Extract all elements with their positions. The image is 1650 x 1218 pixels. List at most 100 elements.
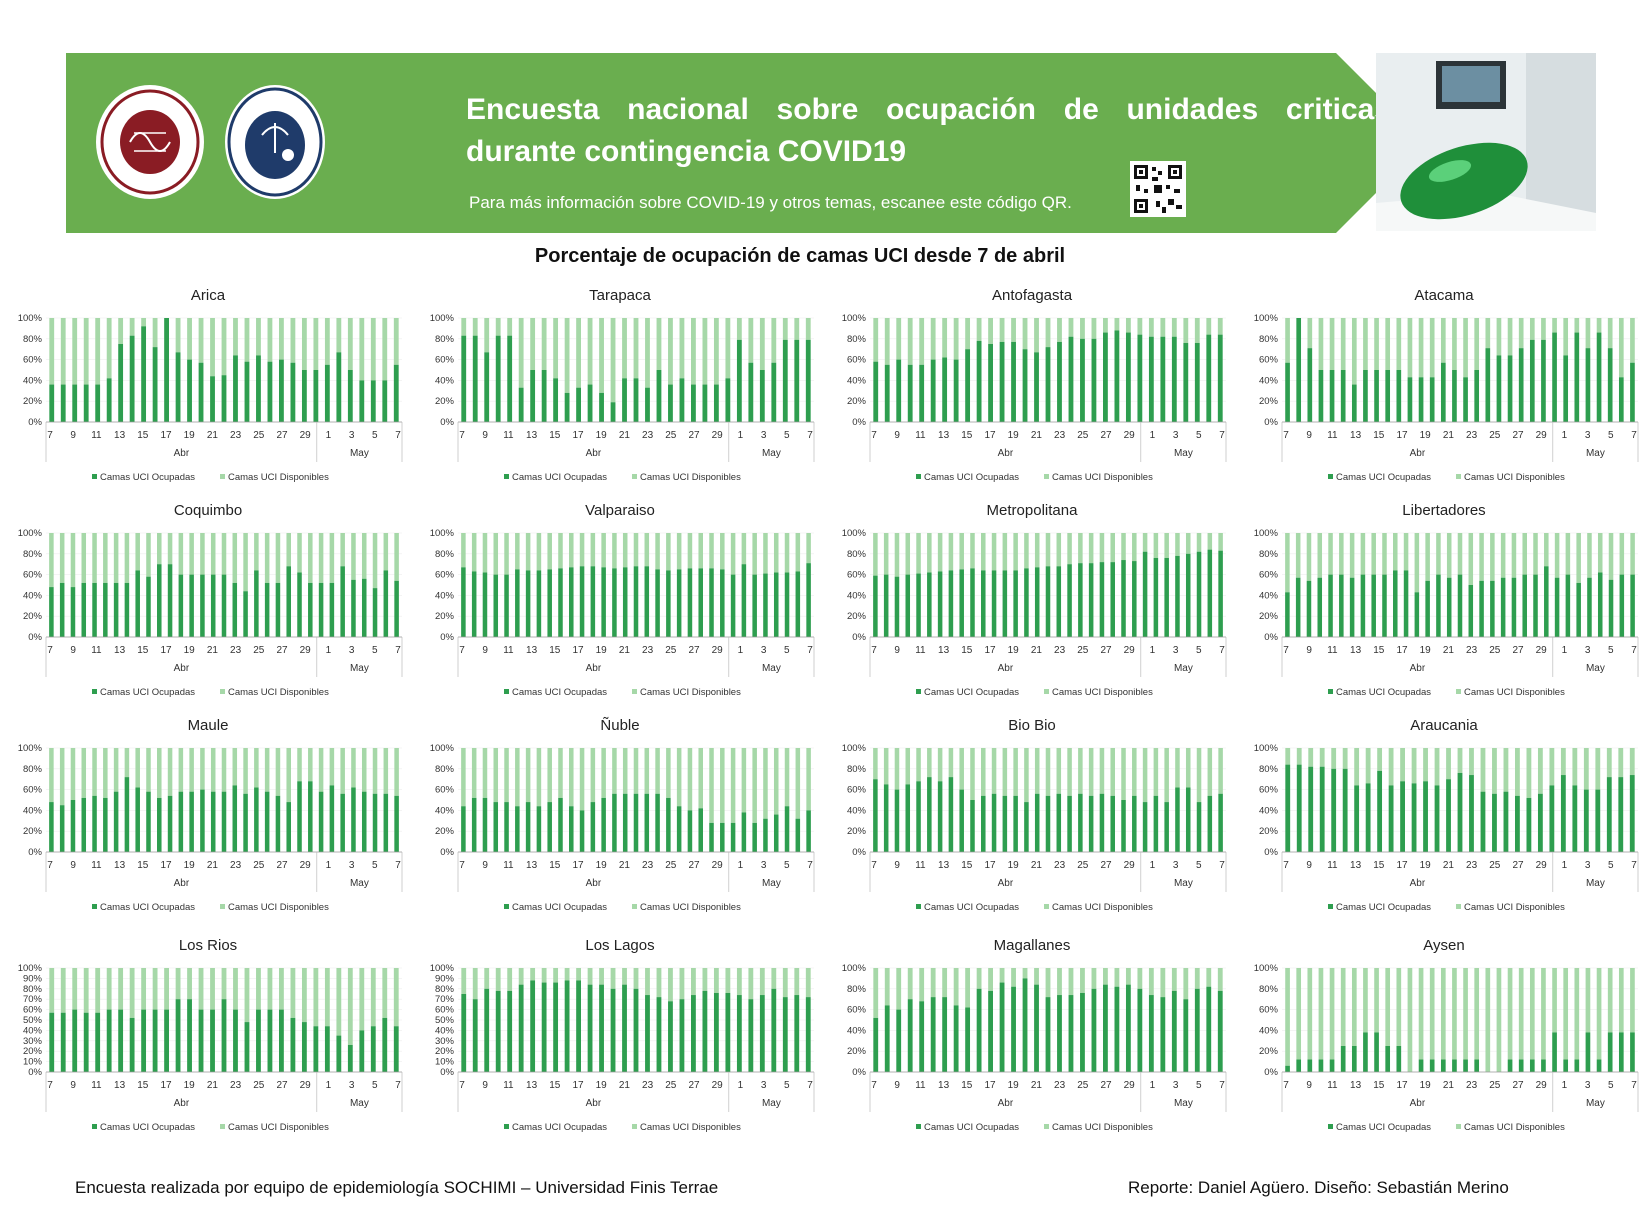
bar-occupied xyxy=(948,777,954,852)
bar-occupied xyxy=(146,576,151,637)
bar-available xyxy=(1296,748,1302,765)
bar-available xyxy=(175,318,181,353)
x-tick-label: 9 xyxy=(894,1080,900,1091)
y-tick-label: 0% xyxy=(28,632,42,643)
x-tick-label: 19 xyxy=(1008,1080,1020,1091)
x-tick-label: 29 xyxy=(712,430,724,441)
bar-available xyxy=(1142,533,1148,552)
bar-available xyxy=(1175,748,1180,788)
bar-available xyxy=(504,748,509,803)
x-tick-label: 29 xyxy=(300,645,312,656)
legend-label: Camas UCI Ocupadas xyxy=(1336,472,1431,483)
bar-available xyxy=(698,748,703,809)
y-tick-label: 40% xyxy=(1259,1025,1279,1036)
bar-occupied xyxy=(1034,352,1039,422)
bar-available xyxy=(553,318,559,379)
bar-available xyxy=(771,968,777,989)
bar-available xyxy=(370,968,376,1027)
legend-label: Camas UCI Disponibles xyxy=(640,687,741,698)
x-tick-label: 9 xyxy=(482,1080,488,1091)
bar-occupied xyxy=(1142,551,1148,637)
x-tick-label: 15 xyxy=(961,645,973,656)
bar-available xyxy=(576,968,581,981)
bar-occupied xyxy=(1056,566,1062,637)
x-tick-label: 5 xyxy=(372,430,378,441)
x-tick-label: 27 xyxy=(1100,430,1112,441)
bar-available xyxy=(970,748,975,800)
bar-occupied xyxy=(530,980,536,1072)
y-tick-label: 60% xyxy=(1259,355,1279,366)
x-tick-label: 17 xyxy=(572,860,584,871)
bar-occupied xyxy=(175,352,181,422)
x-tick-label: 23 xyxy=(1466,645,1478,656)
bar-occupied xyxy=(730,574,736,637)
bar-occupied xyxy=(702,384,708,422)
bar-occupied xyxy=(1446,577,1452,637)
bar-available xyxy=(988,318,993,344)
bar-occupied xyxy=(1103,984,1108,1072)
chart-title: Ñuble xyxy=(600,717,639,734)
y-tick-label: 100% xyxy=(18,528,43,539)
bar-available xyxy=(103,533,108,583)
bar-occupied xyxy=(264,582,270,637)
x-tick-label: 17 xyxy=(160,430,172,441)
month-label: May xyxy=(762,663,781,674)
bar-occupied xyxy=(1630,1032,1635,1072)
bar-available xyxy=(748,968,754,1000)
bar-available xyxy=(590,533,596,567)
bar-occupied xyxy=(1034,793,1040,852)
bar-available xyxy=(81,748,87,798)
bar-occupied xyxy=(927,777,932,852)
bar-available xyxy=(1522,533,1527,575)
bar-available xyxy=(118,318,124,344)
month-label: Abr xyxy=(174,663,190,674)
bar-occupied xyxy=(1171,990,1177,1072)
bar-available xyxy=(601,748,606,798)
x-tick-label: 1 xyxy=(326,860,332,871)
bar-available xyxy=(1342,748,1348,769)
bar-available xyxy=(883,748,889,785)
bar-available xyxy=(1492,748,1497,794)
bar-available xyxy=(1574,318,1580,333)
bar-available xyxy=(329,533,335,583)
bar-available xyxy=(873,533,878,576)
bar-occupied xyxy=(507,335,513,422)
x-tick-label: 7 xyxy=(807,1080,813,1091)
x-tick-label: 7 xyxy=(807,645,813,656)
bar-available xyxy=(1440,968,1446,1060)
bar-available xyxy=(157,748,162,798)
bar-occupied xyxy=(324,364,330,422)
legend-label: Camas UCI Disponibles xyxy=(1052,902,1153,913)
bar-available xyxy=(233,968,238,1010)
x-tick-label: 9 xyxy=(894,645,900,656)
bar-available xyxy=(569,748,574,807)
bar-occupied xyxy=(1307,1059,1313,1072)
bar-occupied xyxy=(633,793,639,852)
x-tick-label: 7 xyxy=(1219,1080,1225,1091)
bar-available xyxy=(709,748,714,823)
x-tick-label: 13 xyxy=(114,1080,126,1091)
bar-occupied xyxy=(308,582,313,637)
bar-occupied xyxy=(709,568,714,637)
y-tick-label: 0% xyxy=(440,417,454,428)
y-tick-label: 20% xyxy=(23,611,43,622)
bar-available xyxy=(1285,318,1290,363)
bar-available xyxy=(103,748,108,798)
bar-occupied xyxy=(1328,574,1333,637)
x-tick-label: 7 xyxy=(871,645,877,656)
bar-occupied xyxy=(313,1026,319,1072)
qr-code[interactable] xyxy=(1130,161,1186,217)
bar-available xyxy=(1544,533,1549,567)
bar-occupied xyxy=(113,791,119,852)
bar-available xyxy=(991,748,997,794)
x-tick-label: 7 xyxy=(47,645,53,656)
chart-title: Maule xyxy=(188,717,229,734)
x-tick-label: 11 xyxy=(503,860,514,871)
bar-available xyxy=(1496,968,1502,1072)
bar-occupied xyxy=(806,810,811,852)
bar-occupied xyxy=(884,364,890,422)
bar-available xyxy=(1183,318,1189,343)
bar-occupied xyxy=(290,362,296,422)
bar-occupied xyxy=(633,988,639,1072)
bar-occupied xyxy=(243,793,248,852)
